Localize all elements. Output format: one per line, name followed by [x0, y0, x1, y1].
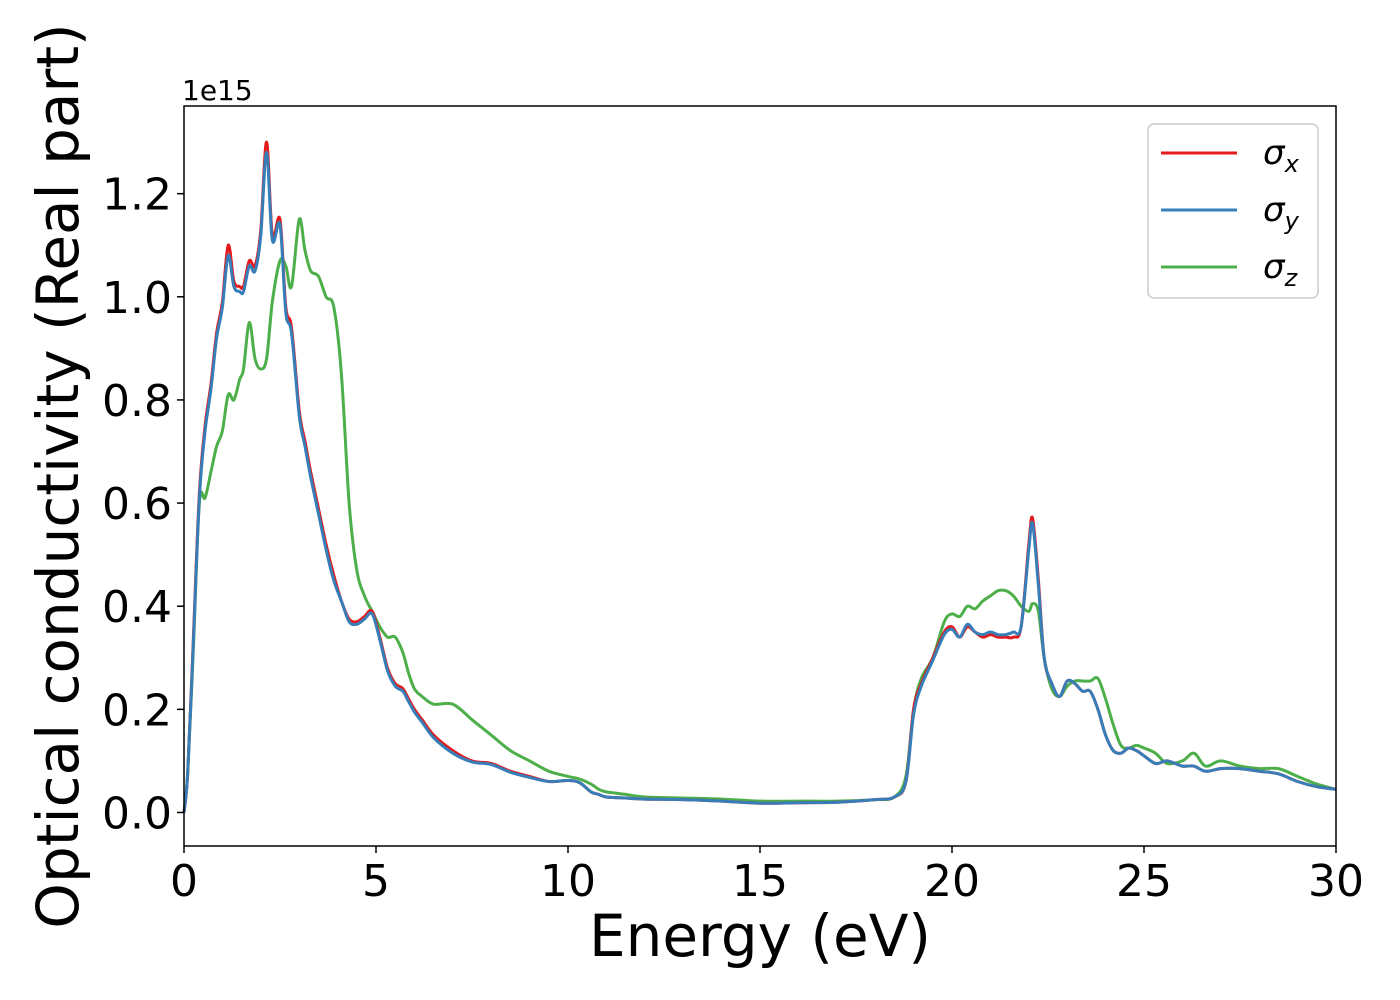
x-axis-ticks: 0 5 10 15 20 25 30 [170, 846, 1364, 907]
x-tick-label: 30 [1308, 856, 1364, 907]
y-tick-label: 0.2 [102, 685, 172, 736]
y-tick-label: 0.4 [102, 582, 172, 633]
x-tick-label: 20 [924, 856, 980, 907]
y-axis-offset-text: 1e15 [182, 74, 253, 107]
x-axis-title: Energy (eV) [589, 902, 931, 970]
y-tick-label: 1.2 [102, 170, 172, 221]
series-line-z [182, 217, 1337, 813]
y-tick-label: 1.0 [102, 273, 172, 324]
y-axis-title: Optical conductivity (Real part) [24, 23, 92, 928]
y-axis-ticks: 0.0 0.2 0.4 0.6 0.8 1.0 1.2 [102, 170, 184, 839]
x-tick-label: 25 [1116, 856, 1172, 907]
x-tick-label: 15 [732, 856, 788, 907]
y-tick-label: 0.0 [102, 788, 172, 839]
legend-label-z: σz [1263, 247, 1299, 292]
series-layer [182, 140, 1337, 813]
series-line-y [182, 150, 1337, 813]
y-tick-label: 0.8 [102, 376, 172, 427]
y-tick-label: 0.6 [102, 479, 172, 530]
x-tick-label: 0 [170, 856, 198, 907]
x-tick-label: 10 [540, 856, 596, 907]
x-tick-label: 5 [362, 856, 390, 907]
